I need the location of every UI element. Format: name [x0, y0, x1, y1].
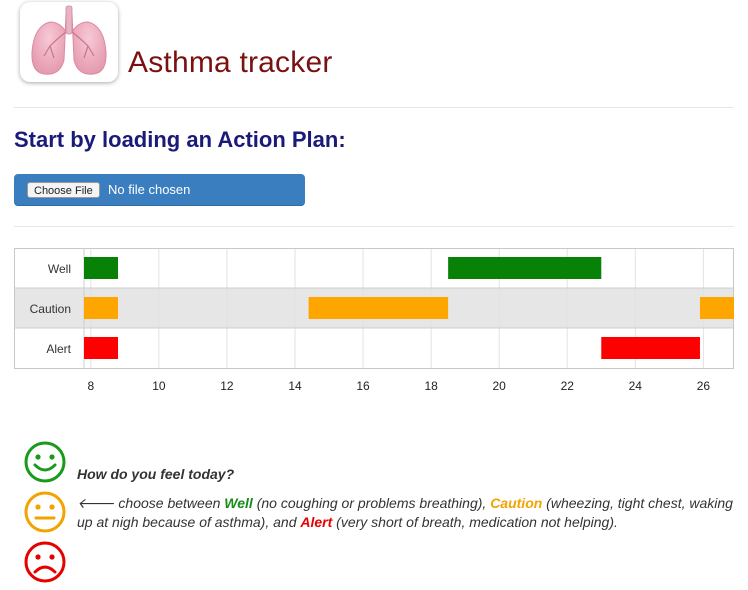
- x-tick-16: 16: [356, 379, 370, 393]
- header-divider: [14, 107, 734, 108]
- x-tick-8: 8: [87, 379, 94, 393]
- action-plan-heading: Start by loading an Action Plan:: [14, 127, 346, 152]
- row-label-caution: Caution: [30, 302, 71, 316]
- desc-text-1: choose between: [114, 495, 225, 511]
- bar-caution: [84, 297, 119, 319]
- happy-face-icon: [24, 441, 66, 483]
- file-input[interactable]: Choose File No file chosen: [14, 174, 305, 206]
- x-tick-24: 24: [629, 379, 643, 393]
- arrow-left-icon: 🡐: [77, 495, 115, 511]
- bar-alert: [84, 337, 119, 359]
- feeling-description: 🡐 choose between Well (no coughing or pr…: [77, 494, 737, 532]
- well-label: Well: [224, 495, 253, 511]
- row-band-well: [14, 248, 734, 288]
- desc-text-4: (very short of breath, medication not he…: [332, 514, 618, 530]
- asthma-timeline-chart: Well Caution Alert 8 10 12 14 16 18 20 22 24 26: [14, 248, 734, 393]
- choose-file-button[interactable]: Choose File: [27, 182, 100, 198]
- section-divider: [14, 226, 734, 227]
- bar-well: [84, 257, 119, 279]
- lungs-icon: [31, 5, 107, 75]
- bar-caution: [699, 297, 734, 319]
- app-title: Asthma tracker: [128, 46, 333, 79]
- feeling-question: How do you feel today?: [77, 466, 235, 482]
- row-label-alert: Alert: [46, 342, 71, 356]
- neutral-face-icon: [24, 491, 66, 533]
- desc-text-3: (wheezing, tight chest, waking up at nig…: [77, 495, 733, 530]
- bar-alert: [601, 337, 700, 359]
- x-tick-12: 12: [220, 379, 234, 393]
- alert-label: Alert: [300, 514, 333, 530]
- x-tick-20: 20: [493, 379, 507, 393]
- x-tick-18: 18: [424, 379, 438, 393]
- bar-well: [448, 257, 602, 279]
- desc-text-2: (no coughing or problems breathing),: [252, 495, 491, 511]
- bar-caution: [308, 297, 449, 319]
- x-tick-26: 26: [697, 379, 711, 393]
- sad-face-icon: [24, 541, 66, 583]
- caution-label: Caution: [490, 495, 543, 511]
- x-tick-22: 22: [561, 379, 575, 393]
- x-tick-10: 10: [152, 379, 166, 393]
- row-label-well: Well: [48, 262, 71, 276]
- file-status: No file chosen: [108, 182, 191, 197]
- app-logo: [20, 2, 118, 82]
- x-tick-14: 14: [288, 379, 302, 393]
